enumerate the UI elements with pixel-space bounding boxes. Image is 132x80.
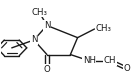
Text: CH₃: CH₃ [31,8,47,17]
Text: N: N [31,36,37,44]
Text: N: N [44,21,50,30]
Text: O: O [124,64,130,73]
Text: O: O [44,65,50,74]
Text: CH: CH [104,56,116,65]
Text: NH: NH [83,56,96,65]
Text: CH₃: CH₃ [96,24,112,34]
